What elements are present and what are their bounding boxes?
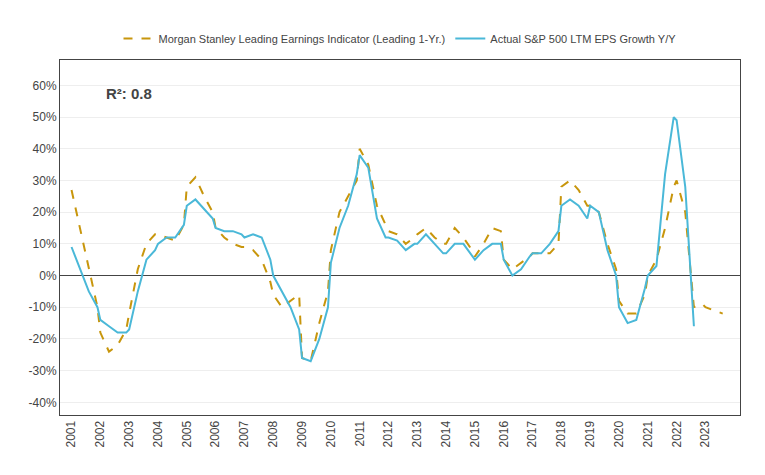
svg-text:2009: 2009	[295, 420, 309, 447]
svg-text:2016: 2016	[497, 420, 511, 447]
svg-text:2012: 2012	[381, 420, 395, 447]
svg-text:30%: 30%	[33, 174, 57, 188]
svg-text:-20%: -20%	[29, 332, 57, 346]
svg-text:2008: 2008	[266, 420, 280, 447]
svg-text:2018: 2018	[554, 420, 568, 447]
svg-text:10%: 10%	[33, 237, 57, 251]
svg-text:2023: 2023	[698, 420, 712, 447]
svg-text:Actual S&P 500 LTM EPS Growth: Actual S&P 500 LTM EPS Growth Y/Y	[490, 33, 676, 45]
svg-text:2003: 2003	[122, 420, 136, 447]
svg-text:2013: 2013	[410, 420, 424, 447]
svg-text:40%: 40%	[33, 142, 57, 156]
svg-text:2002: 2002	[93, 420, 107, 447]
svg-text:2019: 2019	[583, 420, 597, 447]
svg-text:R²: 0.8: R²: 0.8	[106, 85, 152, 102]
svg-text:2010: 2010	[324, 420, 338, 447]
svg-text:-40%: -40%	[29, 396, 57, 410]
svg-text:2022: 2022	[670, 420, 684, 447]
svg-text:2005: 2005	[180, 420, 194, 447]
svg-text:20%: 20%	[33, 205, 57, 219]
svg-text:2006: 2006	[208, 420, 222, 447]
svg-text:2015: 2015	[468, 420, 482, 447]
svg-text:2004: 2004	[151, 420, 165, 447]
svg-text:-10%: -10%	[29, 300, 57, 314]
svg-text:2021: 2021	[641, 420, 655, 447]
svg-text:-30%: -30%	[29, 364, 57, 378]
svg-text:2020: 2020	[612, 420, 626, 447]
svg-text:0%: 0%	[39, 269, 57, 283]
svg-text:2007: 2007	[237, 420, 251, 447]
svg-text:2001: 2001	[64, 420, 78, 447]
svg-text:2014: 2014	[439, 420, 453, 447]
svg-text:60%: 60%	[33, 79, 57, 93]
svg-text:50%: 50%	[33, 110, 57, 124]
svg-text:Morgan Stanley Leading Earning: Morgan Stanley Leading Earnings Indicato…	[159, 33, 446, 45]
svg-text:2017: 2017	[525, 420, 539, 447]
svg-text:2011: 2011	[353, 420, 367, 446]
